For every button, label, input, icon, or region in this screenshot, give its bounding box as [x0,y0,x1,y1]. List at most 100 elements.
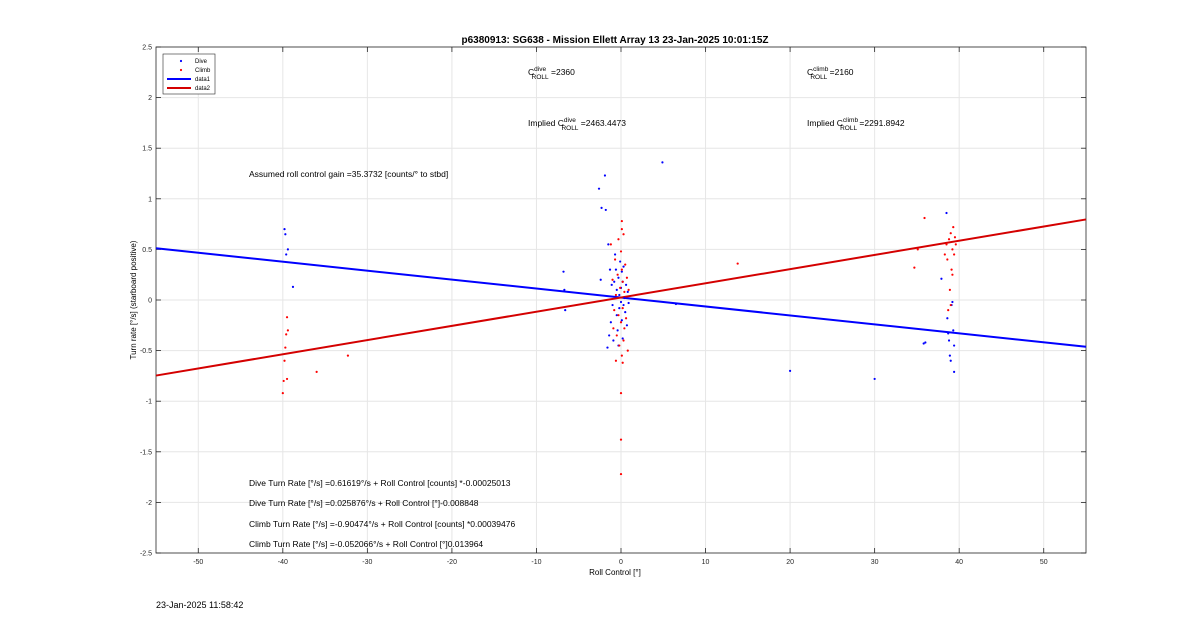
dive-point [610,283,613,286]
y-tick-label: 2.5 [142,45,152,52]
annotation-part: dive [534,66,546,73]
dive-point [922,342,925,345]
y-tick-label: 0 [148,298,152,305]
climb-point [284,346,287,349]
dive-point [613,253,617,256]
annotation-part: climb [813,66,829,73]
climb-point [618,344,621,347]
climb-point [951,273,954,276]
annotation-part: ROLL [532,74,549,81]
climb-point [949,232,952,235]
dive-point [953,370,956,373]
legend: Dive Climb data1 data2 [162,53,216,95]
dive-point [674,302,678,306]
dive-point [615,288,618,291]
print-timestamp: 23-Jan-2025 11:58:42 [156,600,244,610]
climb-point [624,263,627,266]
climb-point [285,316,289,319]
climb-point [624,317,628,320]
annotation-part: C [837,118,843,128]
dive-point [612,339,615,342]
dive-point [615,314,618,317]
annotation-part: Implied [807,118,837,128]
dive-point [953,344,956,347]
turn-rate-equation: Climb Turn Rate [°/s] =-0.052066°/s + Ro… [249,539,483,549]
climb-point [621,280,624,283]
dive-point [600,206,603,210]
dive-point [946,317,949,320]
dive-point [627,301,630,305]
dive-point [618,306,621,310]
climb-point [616,273,619,276]
x-axis-label: Roll Control [°] [589,568,641,577]
dive-point [284,233,287,236]
x-tick-label: 0 [619,559,623,566]
dive-point [620,319,623,322]
dive-point [599,278,602,281]
dive-point [952,329,955,332]
grid-lines [156,46,1086,554]
climb-point [953,253,956,256]
dive-point [947,339,951,342]
dive-point [623,296,626,300]
climb-point [620,268,623,271]
fit-lines [155,218,1087,377]
climb-point [609,243,612,246]
y-axis-label: Turn rate [°/s] (starboard positive) [129,240,138,359]
climb-point [617,314,620,317]
x-tick-label: 10 [702,559,710,566]
climb-point [620,219,623,223]
dive-point [285,253,288,256]
dive-point [603,174,607,177]
dive-point [622,303,625,307]
climb-point [627,288,630,291]
dive-point [622,265,625,268]
dive-point [564,309,567,312]
climb-point [611,278,614,281]
dive-point [788,369,792,372]
dive-point [617,276,620,279]
annotation-part: =2463.4473 [578,118,626,128]
y-tick-label: -0.5 [140,348,152,355]
climb-point [947,309,950,312]
dive-point [873,377,876,381]
dive-point [945,211,948,215]
dive-point [608,268,612,271]
climb-point [943,253,946,256]
x-tick-label: -30 [362,559,372,566]
dive-point [563,288,566,291]
climb-point [945,243,948,246]
annotation-part: C [807,67,813,77]
climb-point [954,243,957,246]
dive-point [948,354,951,357]
climb-point [612,327,615,330]
y-tick-label: 1 [148,196,152,203]
dive-point [614,268,618,271]
climb-point [621,361,624,364]
climb-point [952,226,955,229]
dive-point [562,270,565,273]
annotation-part: Implied [528,118,558,128]
climb-point [286,329,289,332]
y-tick-label: -2 [146,500,152,507]
dive-point [624,311,627,314]
annotation-part: C [528,67,534,77]
climb-point [285,377,289,381]
x-tick-label: -40 [278,559,288,566]
climb-point [626,349,629,352]
dive-point [604,208,607,212]
climb-point [617,238,620,241]
dive-point [607,243,610,246]
dive-point [924,341,927,344]
dive-point [616,329,619,332]
annotation-part: ROLL [561,125,578,132]
climb-point [913,266,916,269]
legend-label: data2 [195,86,211,92]
climb-point [622,339,625,342]
climb-point [622,233,625,236]
dive-point [286,248,289,251]
axes: -50 -40 -30 -20 -10 0 10 20 30 40 50-2.5-2-1.5-1-0… [140,45,1087,566]
x-tick-label: -50 [193,559,203,566]
